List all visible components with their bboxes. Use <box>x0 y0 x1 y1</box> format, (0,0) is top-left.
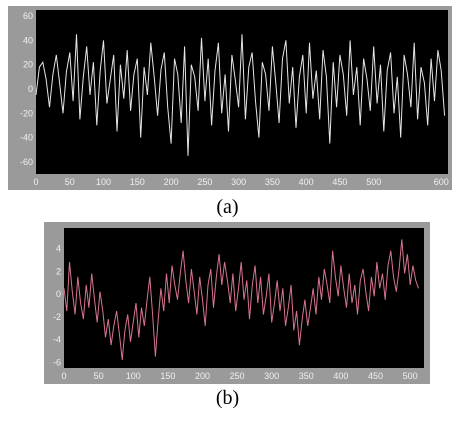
x-tick-label: 450 <box>332 177 347 187</box>
chart-panel-b: 4 2 0 -2 -4 -6 0 50 100 150 200 250 300 350 400 450 500 <box>44 222 430 384</box>
x-tick-label: 50 <box>65 177 75 187</box>
y-tick-label: -20 <box>20 108 33 118</box>
y-tick-label: 40 <box>23 35 33 45</box>
x-tick-label: 400 <box>333 371 348 381</box>
x-tick-label: 0 <box>33 177 38 187</box>
x-tick-label: 500 <box>403 371 418 381</box>
y-tick-label: -2 <box>53 312 61 322</box>
series-line <box>63 239 419 361</box>
caption-b: (b) <box>215 387 240 409</box>
y-tick-label: -6 <box>53 357 61 367</box>
x-tick-label: 350 <box>265 177 280 187</box>
y-tick-label: 0 <box>28 84 33 94</box>
y-tick-label: 2 <box>56 266 61 276</box>
x-tick-label: 300 <box>231 177 246 187</box>
x-tick-label: 250 <box>230 371 245 381</box>
caption-a: (a) <box>216 196 239 218</box>
x-tick-label: 400 <box>299 177 314 187</box>
y-tick-label: 60 <box>23 11 33 21</box>
x-tick-label: 200 <box>164 177 179 187</box>
y-tick-label: 4 <box>56 243 61 253</box>
y-tick-label: -40 <box>20 133 33 143</box>
x-tick-label: 450 <box>368 371 383 381</box>
x-tick-label: 350 <box>299 371 314 381</box>
x-tick-label: 250 <box>197 177 212 187</box>
x-tick-label: 150 <box>130 177 145 187</box>
y-tick-label: 0 <box>56 289 61 299</box>
x-tick-label: 600 <box>434 177 449 187</box>
x-tick-label: 100 <box>96 177 111 187</box>
series-line <box>35 34 446 156</box>
y-tick-label: 20 <box>23 60 33 70</box>
x-tick-label: 150 <box>160 371 175 381</box>
chart-panel-a: 60 40 20 0 -20 -40 -60 0 50 100 150 200 250 300 350 400… <box>8 6 452 190</box>
chart-b: 420-2-4-60 50 100 150 200 250 300 350 400 450 500 <box>53 228 424 381</box>
x-tick-label: 200 <box>195 371 210 381</box>
x-tick-label: 100 <box>126 371 141 381</box>
y-tick-label: -4 <box>53 335 61 345</box>
y-tick-label: -60 <box>20 157 33 167</box>
x-tick-label: 0 <box>61 371 66 381</box>
x-tick-label: 300 <box>264 371 279 381</box>
x-tick-label: 500 <box>366 177 381 187</box>
x-tick-label: 50 <box>94 371 104 381</box>
